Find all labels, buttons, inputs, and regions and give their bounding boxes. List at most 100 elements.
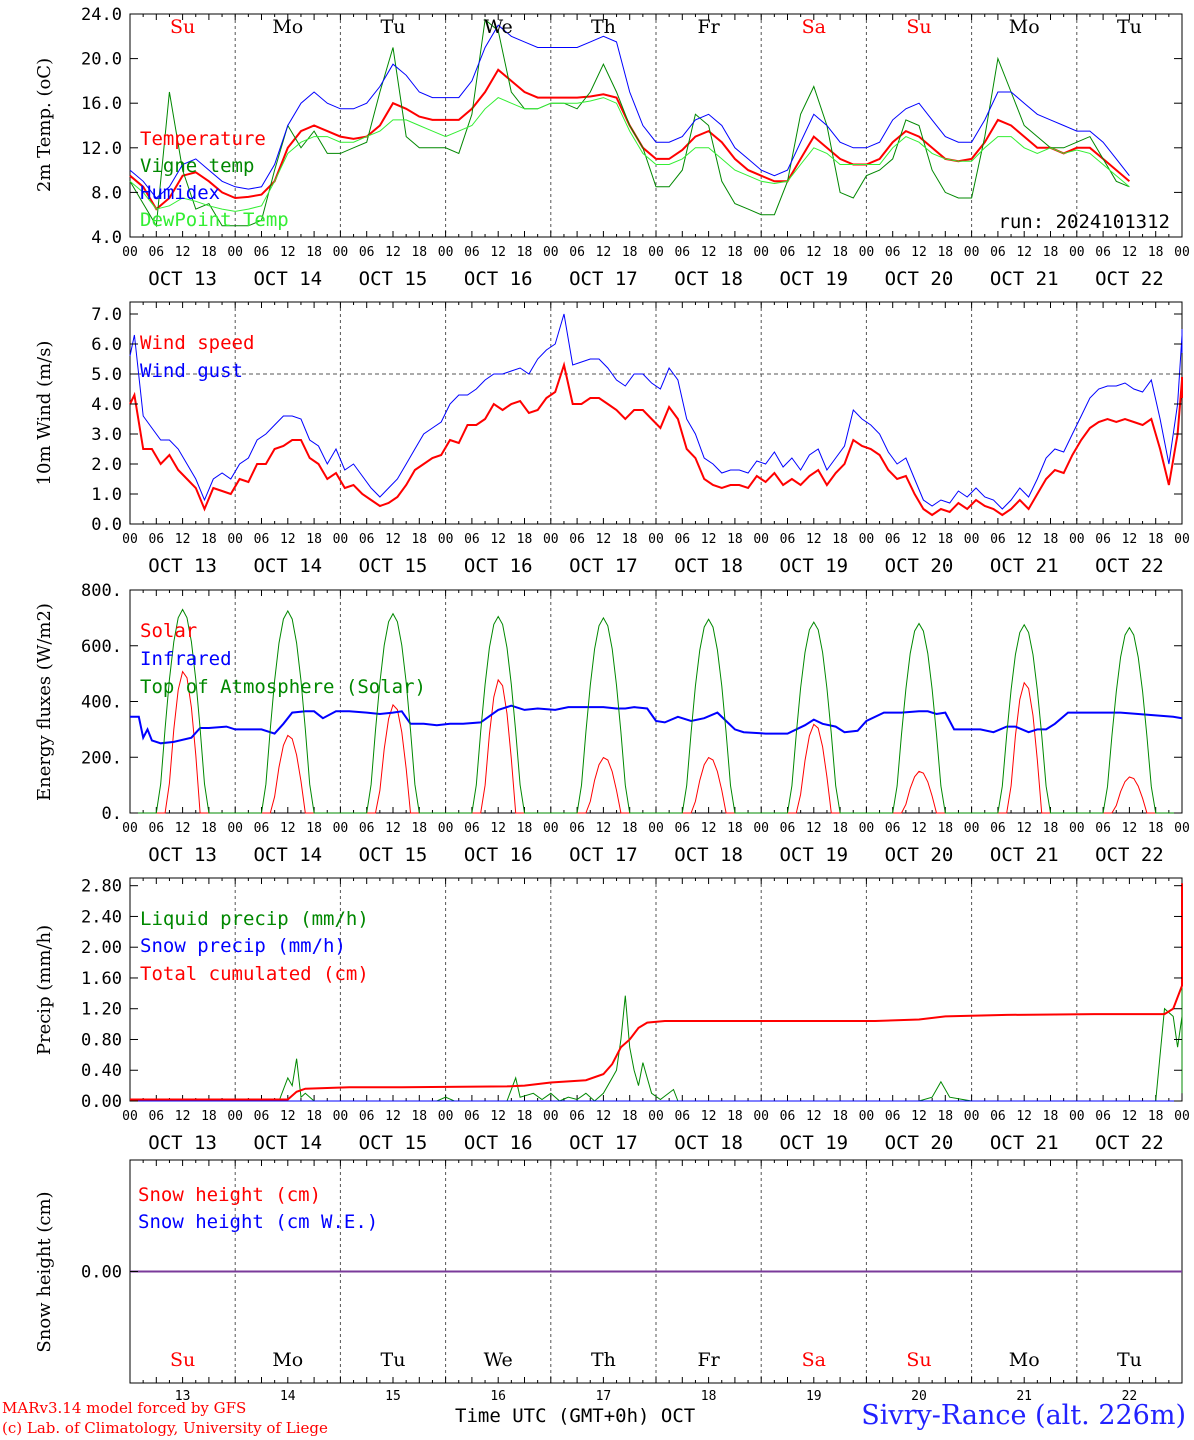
hour-label: 00 [438, 245, 454, 260]
hour-label: 06 [885, 1109, 901, 1124]
date-label: OCT 18 [674, 1132, 743, 1154]
date-label: OCT 14 [253, 1132, 322, 1154]
hour-label: 18 [306, 1109, 322, 1124]
y-tick-label: 7.0 [91, 305, 122, 325]
date-label: OCT 19 [779, 844, 848, 866]
hour-label: 18 [1043, 532, 1059, 547]
legend-snow-height: Snow height (cm) [138, 1184, 321, 1206]
wind-yticks: 0.0 1.0 2.0 3.0 4.0 5.0 6.0 7.0 [91, 305, 1182, 535]
weekday-label: Mo [1009, 16, 1040, 38]
hour-label: 12 [1016, 821, 1032, 836]
hour-label: 00 [1069, 1109, 1085, 1124]
hour-label: 18 [201, 245, 217, 260]
weekday-label: Fr [697, 16, 720, 38]
hour-label: 18 [411, 245, 427, 260]
y-tick-label: 6.0 [91, 335, 122, 355]
hour-label: 06 [780, 245, 796, 260]
day-number: 15 [385, 1389, 401, 1404]
hour-label: 00 [122, 821, 138, 836]
hour-label: 00 [859, 532, 875, 547]
precip-legend: Liquid precip (mm/h) Snow precip (mm/h) … [140, 908, 369, 985]
y-tick-label: 0. [102, 804, 122, 824]
hour-label: 06 [148, 532, 164, 547]
legend-dewpoint-temp: DewPoint Temp [140, 209, 289, 231]
hour-label: 12 [596, 245, 612, 260]
hour-label: 18 [411, 1109, 427, 1124]
time-axis-label: Time UTC (GMT+0h) OCT [455, 1405, 696, 1427]
hour-label: 00 [753, 532, 769, 547]
hour-label: 00 [1174, 1109, 1190, 1124]
weekday-label: Su [906, 1349, 931, 1371]
energy-yticks: 0. 200. 400. 600. 800. [81, 581, 1182, 824]
hour-label: 12 [596, 1109, 612, 1124]
date-label: OCT 16 [464, 555, 533, 577]
hour-label: 12 [385, 532, 401, 547]
y-tick-label: 12.0 [81, 139, 122, 159]
weekday-label: Fr [697, 1349, 720, 1371]
hour-label: 18 [622, 245, 638, 260]
hour-label: 12 [806, 821, 822, 836]
hour-label: 18 [306, 821, 322, 836]
legend-liquid-precip: Liquid precip (mm/h) [140, 908, 369, 930]
date-label: OCT 14 [253, 268, 322, 290]
hour-label: 12 [280, 821, 296, 836]
hour-label: 18 [832, 1109, 848, 1124]
energy-plot-frame [129, 589, 1183, 814]
energy-legend: Solar Infrared Top of Atmosphere (Solar) [140, 620, 426, 698]
temperature-yticks: 4.0 8.0 12.0 16.0 20.0 24.0 [81, 5, 1182, 248]
hour-label: 06 [254, 532, 270, 547]
date-label: OCT 18 [674, 555, 743, 577]
date-label: OCT 15 [359, 1132, 428, 1154]
hour-label: 18 [411, 532, 427, 547]
temperature-panel: 4.0 8.0 12.0 16.0 20.0 24.0 Su Mo Tu We Th Fr Sa Su M… [34, 5, 1190, 290]
y-tick-label: 2.40 [81, 907, 122, 927]
y-tick-label: 8.0 [91, 183, 122, 203]
hour-label: 12 [911, 821, 927, 836]
wind-panel: 0.0 1.0 2.0 3.0 4.0 5.0 6.0 7.0 00 06 12 18 00 06 12 1… [34, 301, 1190, 577]
weekday-label: Su [906, 16, 931, 38]
precip-panel: 0.00 0.40 0.80 1.20 1.60 2.00 2.40 2.80 00 06 12 1… [34, 877, 1190, 1154]
hour-label: 06 [1095, 821, 1111, 836]
series-line-humidex [129, 24, 1130, 199]
legend-vigne-temp: Vigne temp [140, 155, 254, 177]
hour-label: 12 [911, 1109, 927, 1124]
hour-label: 18 [832, 532, 848, 547]
hour-label: 00 [648, 245, 664, 260]
precip-ylabel: Precip (mm/h) [34, 925, 55, 1055]
y-tick-label: 20.0 [81, 50, 122, 70]
series-line-total-cumulated-cm- [130, 883, 1183, 1101]
hour-label: 00 [859, 1109, 875, 1124]
hour-label: 06 [1095, 532, 1111, 547]
date-label: OCT 20 [885, 555, 954, 577]
y-tick-label: 5.0 [91, 365, 122, 385]
y-tick-label: 16.0 [81, 94, 122, 114]
hour-label: 12 [701, 821, 717, 836]
hour-label: 12 [280, 532, 296, 547]
hour-label: 12 [701, 245, 717, 260]
hour-label: 18 [937, 532, 953, 547]
snow-ylabel: Snow height (cm) [34, 1191, 55, 1352]
hour-label: 12 [911, 532, 927, 547]
legend-wind-gust: Wind gust [140, 360, 243, 382]
hour-label: 18 [1148, 1109, 1164, 1124]
series-line-vigne-temp [129, 18, 1130, 228]
hour-label: 06 [464, 245, 480, 260]
hour-label: 18 [622, 821, 638, 836]
hour-label: 18 [201, 1109, 217, 1124]
hour-label: 06 [569, 1109, 585, 1124]
hour-label: 06 [674, 532, 690, 547]
hour-label: 18 [937, 245, 953, 260]
hour-label: 00 [648, 532, 664, 547]
hour-label: 18 [517, 532, 533, 547]
hour-label: 12 [1122, 532, 1138, 547]
hour-label: 12 [385, 821, 401, 836]
weekday-label: Mo [1009, 1349, 1040, 1371]
hour-label: 12 [701, 1109, 717, 1124]
legend-infrared: Infrared [140, 648, 232, 670]
hour-label: 00 [333, 821, 349, 836]
hour-label: 06 [885, 532, 901, 547]
hour-label: 00 [122, 532, 138, 547]
temperature-weekdays: Su Mo Tu We Th Fr Sa Su Mo Tu [170, 16, 1142, 38]
hour-label: 00 [753, 245, 769, 260]
wind-legend: Wind speed Wind gust [140, 332, 254, 382]
